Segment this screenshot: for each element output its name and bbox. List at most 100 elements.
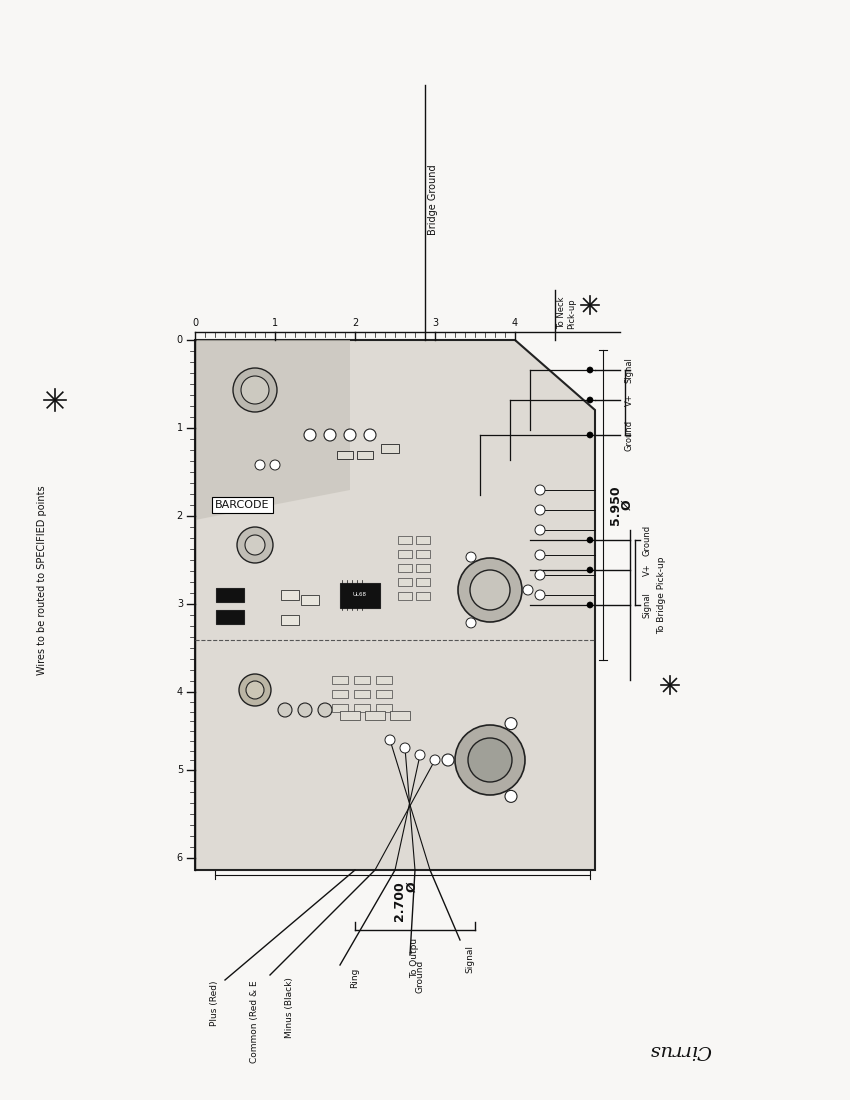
Circle shape <box>246 681 264 698</box>
Circle shape <box>587 566 593 573</box>
Bar <box>332 676 348 684</box>
Text: 1: 1 <box>177 424 183 433</box>
Bar <box>357 451 373 459</box>
Circle shape <box>233 368 277 412</box>
Text: Ø: Ø <box>405 881 418 892</box>
Circle shape <box>468 738 512 782</box>
Text: Signal: Signal <box>625 358 634 383</box>
Circle shape <box>318 703 332 717</box>
Text: 6: 6 <box>177 852 183 864</box>
Text: Common (Red & E: Common (Red & E <box>251 980 259 1063</box>
Text: Cirrus: Cirrus <box>649 1041 711 1059</box>
Circle shape <box>239 674 271 706</box>
Circle shape <box>430 755 440 764</box>
Circle shape <box>466 618 476 628</box>
Polygon shape <box>195 340 595 870</box>
Text: Signal: Signal <box>466 945 474 974</box>
Text: To Bridge Pick-up: To Bridge Pick-up <box>657 557 666 634</box>
Bar <box>354 690 370 698</box>
Circle shape <box>535 525 545 535</box>
Bar <box>398 578 412 586</box>
Text: V+: V+ <box>625 394 634 406</box>
Circle shape <box>535 550 545 560</box>
Bar <box>376 690 392 698</box>
Text: 5: 5 <box>177 764 183 776</box>
Circle shape <box>535 570 545 580</box>
Circle shape <box>385 735 395 745</box>
Text: 4: 4 <box>177 688 183 697</box>
Text: Signal: Signal <box>643 592 652 618</box>
Circle shape <box>470 570 510 611</box>
Circle shape <box>455 725 525 795</box>
Text: 0: 0 <box>192 318 198 328</box>
Text: UL68: UL68 <box>353 593 367 597</box>
Circle shape <box>466 552 476 562</box>
Circle shape <box>255 460 265 470</box>
Bar <box>281 590 299 600</box>
Circle shape <box>587 397 593 403</box>
Bar <box>416 536 430 544</box>
Text: Bridge Ground: Bridge Ground <box>428 165 438 235</box>
Circle shape <box>535 590 545 600</box>
Circle shape <box>304 429 316 441</box>
Bar <box>301 595 319 605</box>
Circle shape <box>505 791 517 802</box>
Bar <box>365 711 385 719</box>
Bar <box>354 676 370 684</box>
Polygon shape <box>195 340 350 520</box>
Bar <box>216 588 244 602</box>
Text: To Neck
Pick-up: To Neck Pick-up <box>557 297 576 329</box>
Text: 5.950: 5.950 <box>609 485 622 525</box>
Circle shape <box>505 717 517 729</box>
Circle shape <box>442 754 454 766</box>
Text: 3: 3 <box>432 318 438 328</box>
Text: Ground: Ground <box>643 525 652 556</box>
Circle shape <box>298 703 312 717</box>
Text: Ground: Ground <box>416 960 424 993</box>
Circle shape <box>241 376 269 404</box>
Bar <box>398 550 412 558</box>
Bar <box>354 704 370 712</box>
Bar <box>381 443 399 452</box>
Text: Plus (Red): Plus (Red) <box>211 981 219 1026</box>
Circle shape <box>237 527 273 563</box>
Bar <box>332 690 348 698</box>
Circle shape <box>458 558 522 622</box>
Bar <box>398 536 412 544</box>
Text: 2.700: 2.700 <box>394 881 406 921</box>
Text: 1: 1 <box>272 318 278 328</box>
Circle shape <box>587 602 593 608</box>
Bar <box>332 704 348 712</box>
Bar <box>398 592 412 600</box>
Bar <box>281 615 299 625</box>
Circle shape <box>587 432 593 438</box>
Bar <box>416 592 430 600</box>
Circle shape <box>587 537 593 543</box>
Circle shape <box>415 750 425 760</box>
Text: 0: 0 <box>177 336 183 345</box>
Text: Wires to be routed to SPECIFIED points: Wires to be routed to SPECIFIED points <box>37 485 47 674</box>
Circle shape <box>535 505 545 515</box>
Text: Ground: Ground <box>625 419 634 451</box>
Text: Ring: Ring <box>350 968 360 989</box>
Bar <box>216 610 244 624</box>
Bar <box>390 711 410 719</box>
Bar <box>340 711 360 719</box>
Text: 2: 2 <box>352 318 358 328</box>
Circle shape <box>270 460 280 470</box>
Circle shape <box>324 429 336 441</box>
Text: To Outpu: To Outpu <box>411 938 420 978</box>
Circle shape <box>344 429 356 441</box>
Circle shape <box>400 742 410 754</box>
Text: BARCODE: BARCODE <box>215 500 269 510</box>
Bar <box>337 451 353 459</box>
Text: V+: V+ <box>643 563 652 576</box>
Text: 2: 2 <box>177 512 183 521</box>
Text: Minus (Black): Minus (Black) <box>286 977 294 1038</box>
Bar <box>416 550 430 558</box>
Bar <box>416 578 430 586</box>
Text: 3: 3 <box>177 600 183 609</box>
Circle shape <box>523 585 533 595</box>
Circle shape <box>587 367 593 373</box>
Bar <box>416 564 430 572</box>
